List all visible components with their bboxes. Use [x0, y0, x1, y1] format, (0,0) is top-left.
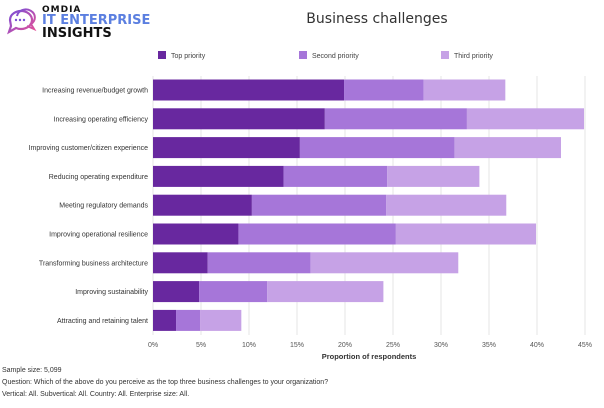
bar-segment — [153, 309, 177, 331]
bar-segment — [207, 252, 311, 274]
x-axis-title: Proportion of respondents — [322, 352, 417, 361]
bar-segment — [153, 108, 325, 130]
legend-swatch — [158, 51, 166, 59]
legend-label: Top priority — [171, 53, 206, 60]
x-tick-label: 0% — [148, 342, 158, 349]
bar-segment — [153, 223, 239, 245]
sample-size: Sample size: 5,099 — [2, 367, 62, 374]
x-tick-label: 5% — [196, 342, 206, 349]
bar-segment — [251, 194, 387, 216]
bar-segment — [238, 223, 396, 245]
category-label: Meeting regulatory demands — [59, 203, 148, 210]
category-label: Increasing operating efficiency — [54, 116, 149, 123]
legend-label: Third priority — [454, 53, 493, 60]
filters-text: Vertical: All. Subvertical: All. Country… — [2, 391, 190, 398]
x-tick-label: 40% — [530, 342, 544, 349]
bar-segment — [153, 252, 208, 274]
bar-segment — [299, 137, 455, 159]
logo-line1: IT ENTERPRISE — [42, 13, 151, 28]
bar-segment — [153, 79, 345, 101]
bar-segment — [454, 137, 561, 159]
category-label: Improving operational resilience — [49, 232, 148, 239]
category-label: Reducing operating expenditure — [49, 174, 148, 181]
x-tick-label: 15% — [290, 342, 304, 349]
bar-segment — [153, 165, 284, 187]
x-tick-label: 20% — [338, 342, 352, 349]
bar-segment — [153, 137, 300, 159]
bar-segment — [267, 281, 384, 303]
bar-segment — [387, 165, 480, 187]
x-tick-label: 10% — [242, 342, 256, 349]
x-tick-label: 25% — [386, 342, 400, 349]
category-label: Improving customer/citizen experience — [29, 145, 149, 152]
bar-segment — [199, 281, 268, 303]
category-label: Improving sustainability — [75, 289, 148, 296]
logo-brand: OMDIA — [42, 5, 82, 15]
omdia-logo: OMDIA IT ENTERPRISE INSIGHTS — [4, 4, 164, 41]
chart-title: Business challenges — [306, 11, 448, 27]
bar-segment — [395, 223, 537, 245]
bar-segment — [153, 281, 200, 303]
legend-swatch — [299, 51, 307, 59]
bar-segment — [386, 194, 507, 216]
bar-segment — [466, 108, 585, 130]
legend-label: Second priority — [312, 53, 359, 60]
legend-swatch — [441, 51, 449, 59]
bar-segment — [283, 165, 388, 187]
logo-line2: INSIGHTS — [42, 26, 112, 41]
chat-bubbles-icon — [7, 8, 37, 35]
bar-segment — [153, 194, 252, 216]
category-label: Transforming business architecture — [39, 260, 148, 267]
stacked-bar-chart: 0% 5% 10% 15% 20% 25% 30% 35% 40% 45% Proportion o… — [29, 51, 592, 361]
x-tick-label: 30% — [434, 342, 448, 349]
bar-segment — [200, 309, 242, 331]
question-text: Question: Which of the above do you perc… — [2, 379, 329, 386]
bar-segment — [324, 108, 467, 130]
category-label: Attracting and retaining talent — [57, 318, 148, 325]
bar-segment — [310, 252, 459, 274]
bar-segment — [176, 309, 201, 331]
x-tick-label: 45% — [578, 342, 592, 349]
bar-segment — [423, 79, 506, 101]
category-label: Increasing revenue/budget growth — [42, 88, 148, 95]
x-tick-label: 35% — [482, 342, 496, 349]
bar-segment — [344, 79, 424, 101]
